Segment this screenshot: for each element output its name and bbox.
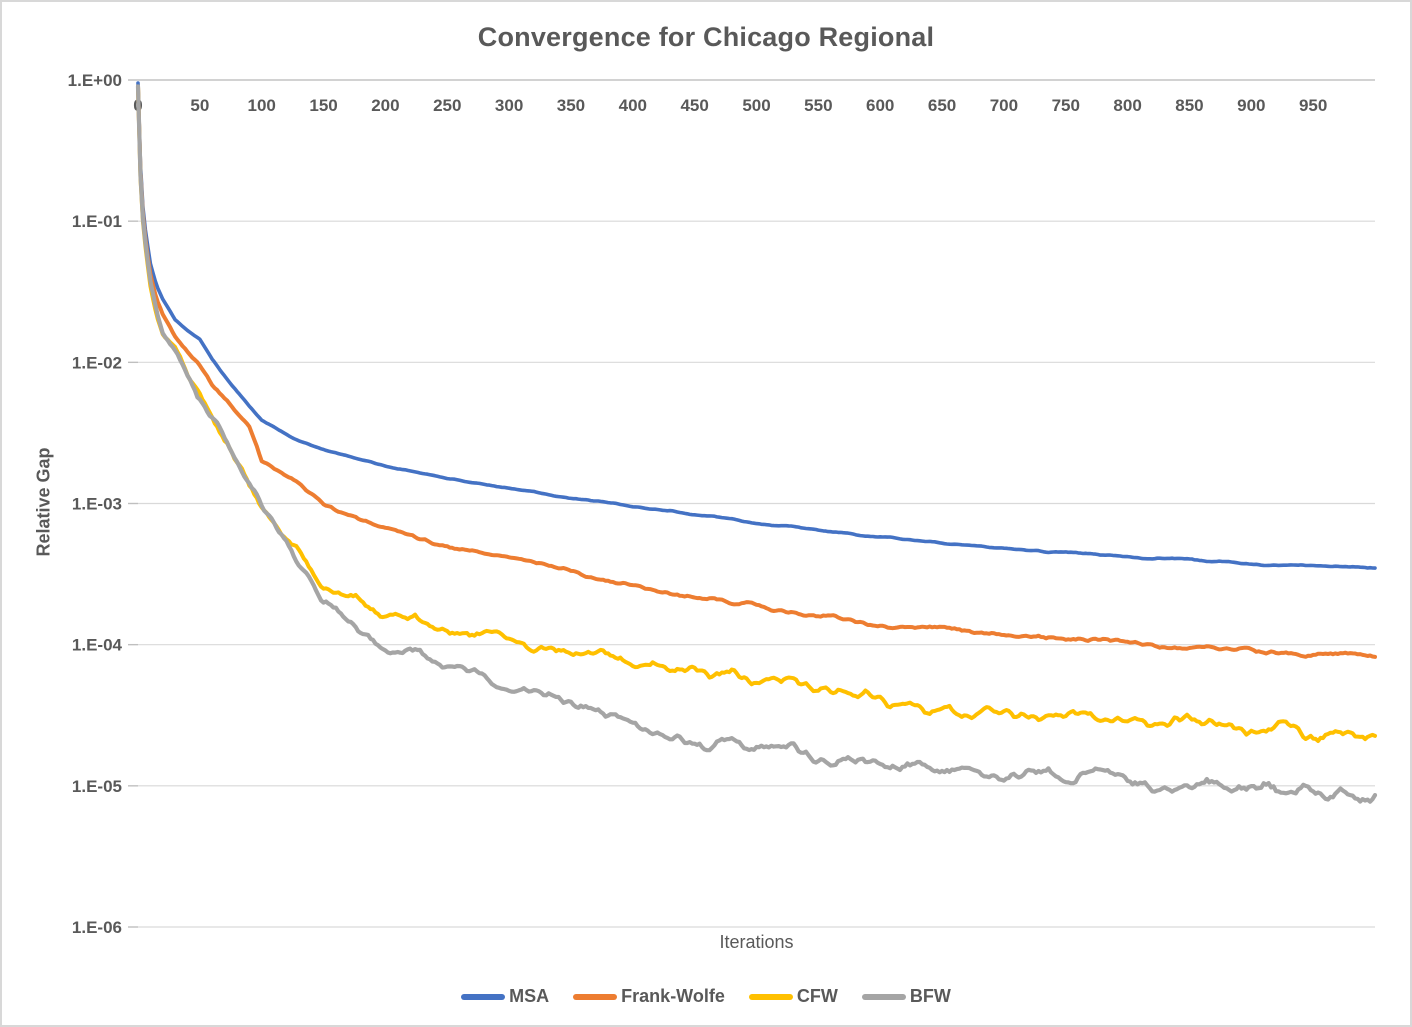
chart-title: Convergence for Chicago Regional bbox=[477, 22, 935, 52]
x-tick-label: 950 bbox=[1299, 96, 1327, 115]
x-tick-label: 450 bbox=[680, 96, 708, 115]
x-tick-label: 200 bbox=[371, 96, 399, 115]
y-tick-label: 1.E-01 bbox=[72, 212, 122, 231]
y-tick-label: 1.E+00 bbox=[68, 71, 122, 90]
x-tick-label: 50 bbox=[190, 96, 209, 115]
x-tick-label: 900 bbox=[1237, 96, 1265, 115]
x-tick-label: 300 bbox=[495, 96, 523, 115]
legend-item-cfw: CFW bbox=[748, 986, 838, 1007]
x-tick-label: 750 bbox=[1052, 96, 1080, 115]
legend-marker-msa bbox=[461, 993, 506, 1000]
series-line-msa bbox=[136, 81, 1377, 570]
x-tick-label: 850 bbox=[1175, 96, 1203, 115]
x-tick-label: 600 bbox=[866, 96, 894, 115]
legend-marker-bfw bbox=[861, 993, 906, 1000]
legend-label-bfw: BFW bbox=[909, 986, 951, 1006]
x-tick-label: 250 bbox=[433, 96, 461, 115]
legend-label-frank-wolfe: Frank-Wolfe bbox=[621, 986, 725, 1006]
x-axis-title: Iterations bbox=[719, 932, 794, 952]
x-tick-label: 350 bbox=[557, 96, 585, 115]
legend-label-cfw: CFW bbox=[796, 986, 838, 1006]
y-tick-label: 1.E-02 bbox=[72, 353, 122, 372]
x-tick-label: 500 bbox=[742, 96, 770, 115]
legend-label-msa: MSA bbox=[509, 986, 550, 1006]
legend-marker-cfw bbox=[748, 993, 793, 1000]
x-tick-label: 400 bbox=[619, 96, 647, 115]
series-line-bfw bbox=[135, 84, 1378, 804]
legend-item-bfw: BFW bbox=[861, 986, 951, 1007]
y-tick-label: 1.E-04 bbox=[72, 636, 123, 655]
legend-item-frank-wolfe: Frank-Wolfe bbox=[573, 986, 725, 1007]
y-axis-title: Relative Gap bbox=[33, 447, 54, 557]
x-tick-label: 150 bbox=[309, 96, 337, 115]
x-tick-label: 100 bbox=[248, 96, 276, 115]
x-tick-label: 800 bbox=[1113, 96, 1141, 115]
x-tick-label: 550 bbox=[804, 96, 832, 115]
series-line-frank-wolfe bbox=[136, 84, 1377, 659]
legend-marker-frank-wolfe bbox=[573, 993, 618, 1000]
y-tick-label: 1.E-05 bbox=[72, 777, 122, 796]
x-tick-label: 700 bbox=[990, 96, 1018, 115]
legend: MSA Frank-Wolfe CFW BFW bbox=[2, 986, 1410, 1007]
x-tick-label: 650 bbox=[928, 96, 956, 115]
legend-item-msa: MSA bbox=[461, 986, 549, 1007]
series-line-cfw bbox=[136, 84, 1377, 743]
y-tick-label: 1.E-06 bbox=[72, 918, 122, 937]
y-tick-label: 1.E-03 bbox=[72, 495, 122, 514]
